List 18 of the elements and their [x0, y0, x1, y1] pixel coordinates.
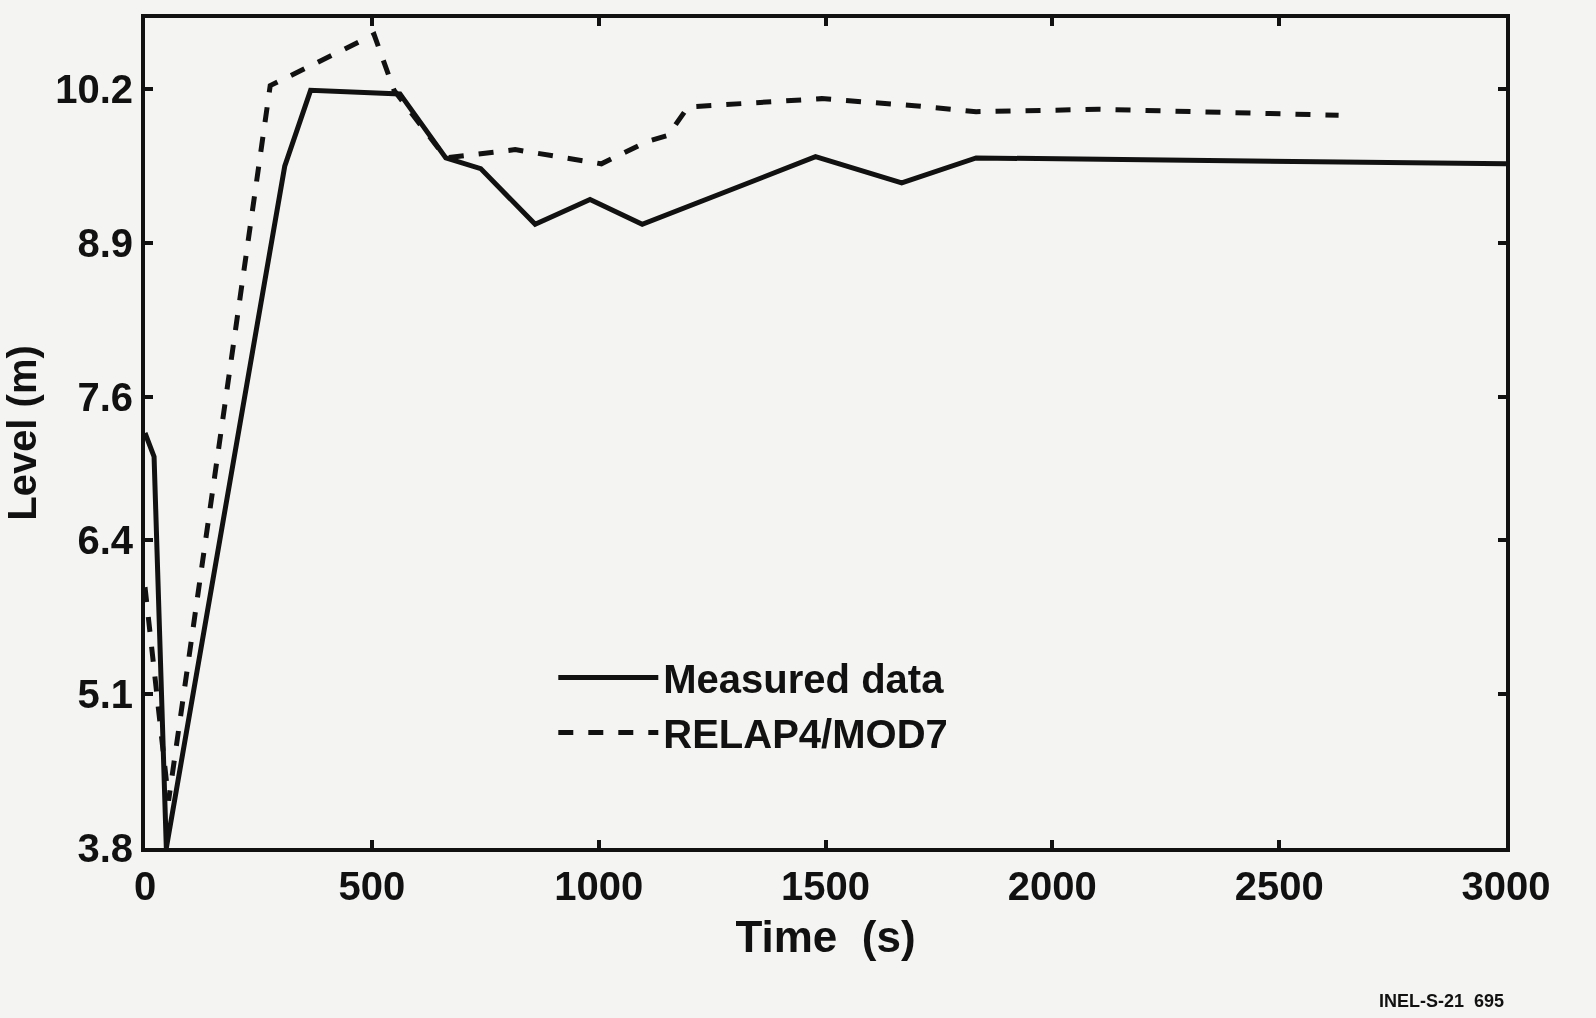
x-tick-label: 0 [133, 864, 157, 908]
x-tick-label: 1000 [554, 864, 644, 908]
legend-label: RELAP4/MOD7 [663, 712, 948, 757]
y-tick-label: 8.9 [77, 221, 133, 266]
y-tick-label: 5.1 [77, 671, 133, 716]
x-tick-label: 2000 [1007, 864, 1097, 908]
x-axis-title: Time (s) [735, 911, 916, 961]
x-tick-label: 500 [338, 864, 406, 908]
x-tick-label: 3000 [1461, 864, 1551, 908]
y-tick-label: 3.8 [77, 826, 133, 870]
y-tick-label: 7.6 [77, 375, 133, 420]
y-tick-label: 10.2 [55, 67, 133, 112]
y-tick-label: 6.4 [77, 517, 134, 562]
x-tick-label: 1500 [781, 864, 870, 908]
x-tick-label: 2500 [1234, 864, 1324, 908]
text: INEL-S-21 695 [1379, 991, 1505, 1011]
y-axis-title: Level (m) [0, 345, 44, 521]
legend-label: Measured data [663, 657, 945, 702]
